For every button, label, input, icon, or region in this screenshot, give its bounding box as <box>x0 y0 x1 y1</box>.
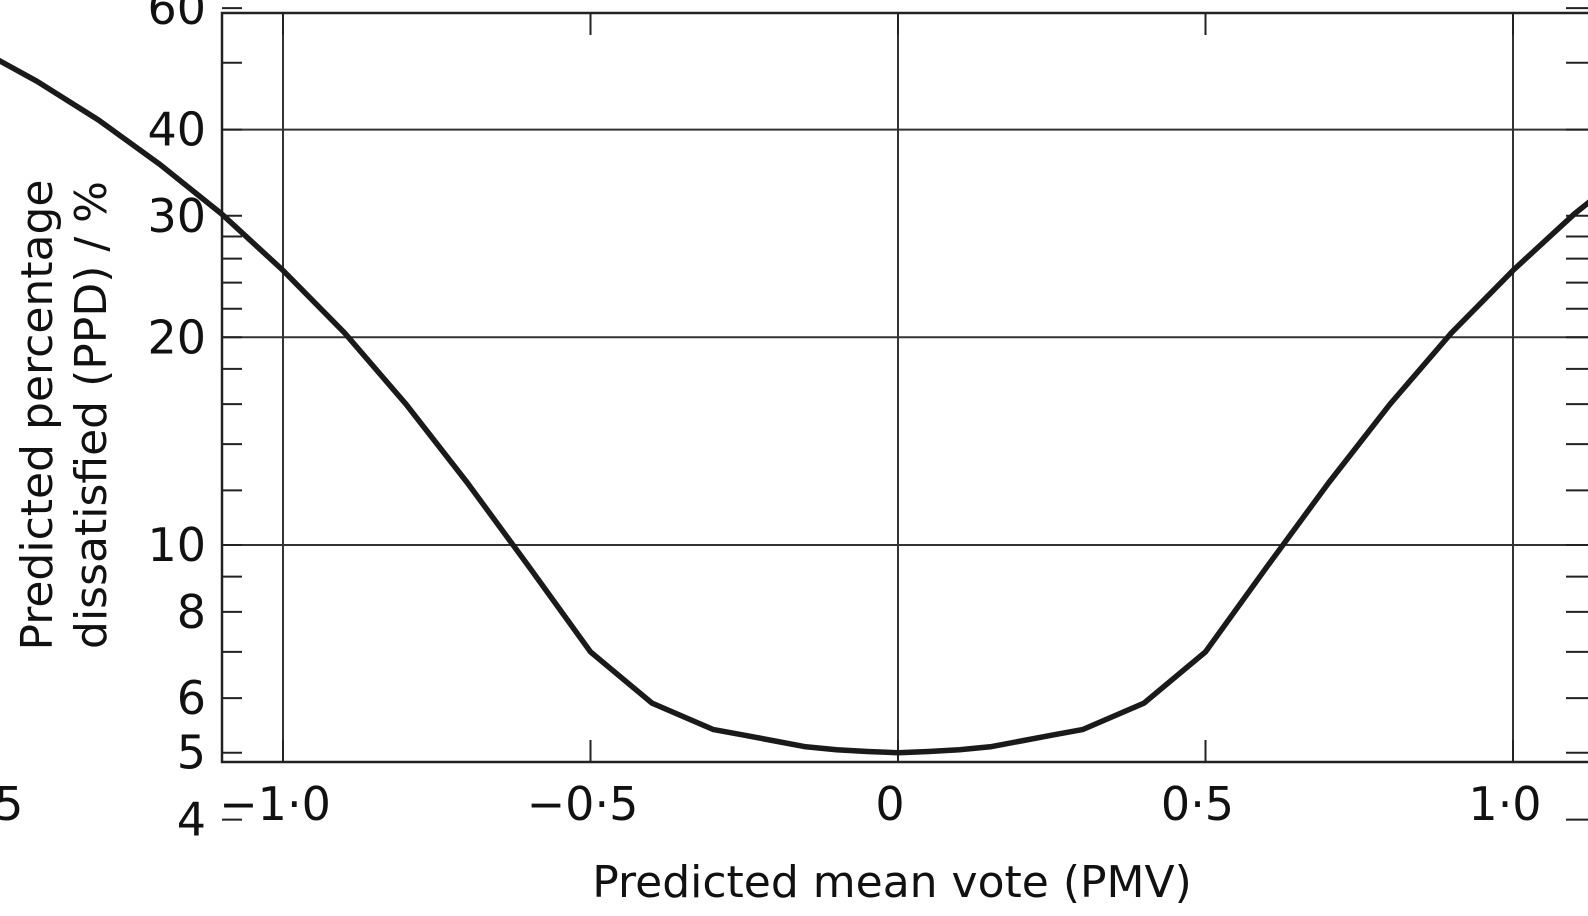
y-tick-label: 60 <box>147 0 206 35</box>
y-tick-label: 5 <box>177 726 206 780</box>
y-tick-label: 6 <box>177 671 206 725</box>
tick-marks <box>222 7 1588 821</box>
y-tick-label: 30 <box>147 189 206 243</box>
y-axis-title: Predicted percentage dissatisfied (PPD) … <box>12 179 117 650</box>
y-axis-title-line-1: Predicted percentage <box>12 179 63 650</box>
x-tick-labels: −2·0−1·5−1·0−0·500·51·01·52·0 <box>0 777 1542 831</box>
y-axis-title-line-2: dissatisfied (PPD) / % <box>66 181 117 649</box>
x-tick-label: 0·5 <box>1161 777 1234 831</box>
x-tick-label: −0·5 <box>527 777 639 831</box>
x-axis-title: Predicted mean vote (PMV) <box>592 857 1192 908</box>
y-tick-label: 8 <box>177 585 206 639</box>
plot-area-frame <box>220 11 1588 764</box>
grid-lines <box>222 13 1588 762</box>
x-tick-label: −1·5 <box>0 777 23 831</box>
y-tick-label: 4 <box>177 793 206 847</box>
y-tick-labels: 4568102030406080 <box>147 0 206 847</box>
y-tick-label: 40 <box>147 103 206 157</box>
ppd-curve-line <box>0 57 1588 756</box>
x-tick-label: 0 <box>875 777 904 831</box>
x-tick-label: 1·0 <box>1468 777 1541 831</box>
x-tick-label: −1·0 <box>219 777 331 831</box>
y-tick-label: 20 <box>147 310 206 364</box>
y-tick-label: 10 <box>147 518 206 572</box>
